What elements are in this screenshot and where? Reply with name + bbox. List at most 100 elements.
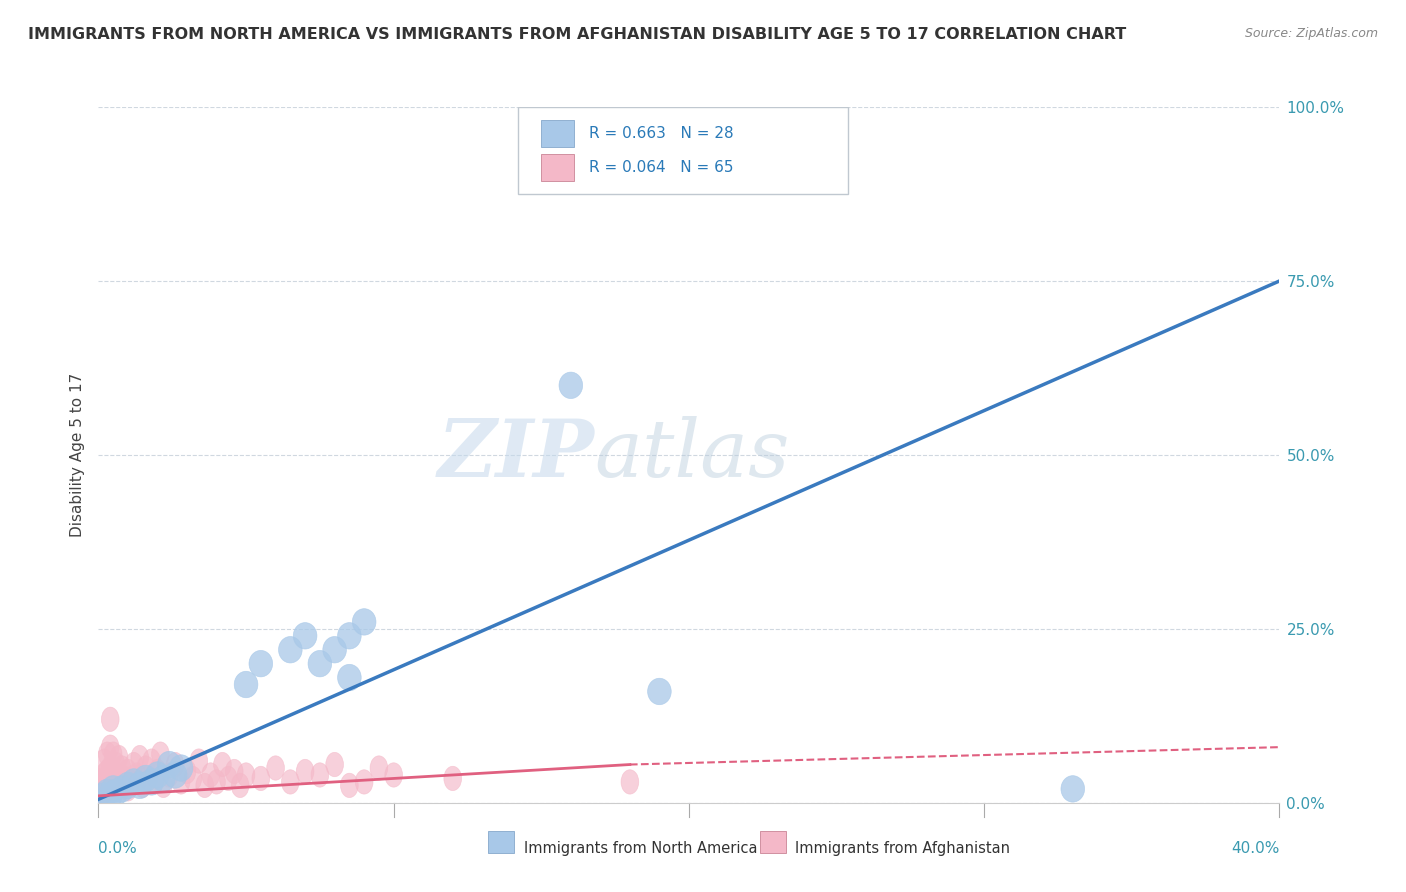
Ellipse shape [252, 766, 270, 790]
Ellipse shape [93, 777, 110, 801]
Ellipse shape [340, 773, 359, 797]
Ellipse shape [267, 756, 284, 780]
Ellipse shape [101, 756, 120, 780]
Ellipse shape [152, 742, 169, 766]
Ellipse shape [104, 777, 122, 801]
Ellipse shape [146, 762, 169, 789]
Ellipse shape [356, 770, 373, 794]
Ellipse shape [120, 759, 136, 784]
Ellipse shape [134, 773, 152, 797]
Ellipse shape [96, 763, 112, 787]
Ellipse shape [184, 766, 202, 790]
Ellipse shape [214, 752, 231, 777]
Ellipse shape [98, 782, 122, 809]
FancyBboxPatch shape [488, 830, 515, 853]
Ellipse shape [139, 766, 157, 790]
Y-axis label: Disability Age 5 to 17: Disability Age 5 to 17 [69, 373, 84, 537]
Ellipse shape [249, 650, 273, 677]
Ellipse shape [107, 770, 125, 794]
Ellipse shape [110, 776, 134, 802]
Ellipse shape [1062, 776, 1084, 802]
Ellipse shape [160, 763, 179, 787]
Text: ZIP: ZIP [437, 417, 595, 493]
Ellipse shape [385, 763, 402, 787]
Ellipse shape [128, 772, 152, 798]
Ellipse shape [353, 608, 375, 635]
Ellipse shape [101, 707, 120, 731]
Ellipse shape [100, 770, 118, 794]
Ellipse shape [326, 752, 343, 777]
Ellipse shape [125, 752, 143, 777]
Ellipse shape [169, 755, 193, 781]
Ellipse shape [238, 763, 254, 787]
Text: Immigrants from North America: Immigrants from North America [523, 841, 756, 856]
Ellipse shape [98, 777, 117, 801]
Ellipse shape [91, 784, 108, 808]
Ellipse shape [97, 766, 115, 790]
Ellipse shape [117, 772, 139, 798]
Ellipse shape [101, 735, 120, 759]
Ellipse shape [117, 766, 134, 790]
Ellipse shape [152, 765, 176, 792]
FancyBboxPatch shape [759, 830, 786, 853]
Ellipse shape [163, 762, 187, 789]
Ellipse shape [337, 623, 361, 649]
Text: atlas: atlas [595, 417, 790, 493]
Ellipse shape [107, 752, 125, 777]
Ellipse shape [120, 777, 136, 801]
Ellipse shape [278, 637, 302, 663]
Ellipse shape [308, 650, 332, 677]
Ellipse shape [323, 637, 346, 663]
Ellipse shape [311, 763, 329, 787]
Ellipse shape [98, 742, 117, 766]
Ellipse shape [131, 746, 149, 770]
Ellipse shape [98, 759, 117, 784]
Ellipse shape [143, 749, 160, 773]
Text: Immigrants from Afghanistan: Immigrants from Afghanistan [796, 841, 1011, 856]
Ellipse shape [110, 763, 128, 787]
Ellipse shape [122, 769, 146, 795]
Ellipse shape [93, 782, 117, 809]
Ellipse shape [179, 759, 195, 784]
Ellipse shape [648, 678, 671, 705]
Text: R = 0.663   N = 28: R = 0.663 N = 28 [589, 126, 733, 141]
Ellipse shape [128, 763, 146, 787]
FancyBboxPatch shape [541, 153, 575, 181]
Ellipse shape [225, 759, 243, 784]
Text: 40.0%: 40.0% [1232, 841, 1279, 856]
Ellipse shape [104, 779, 128, 805]
FancyBboxPatch shape [517, 107, 848, 194]
Ellipse shape [94, 780, 111, 805]
Ellipse shape [190, 749, 208, 773]
Ellipse shape [122, 770, 139, 794]
Ellipse shape [101, 776, 125, 802]
Ellipse shape [337, 665, 361, 690]
Ellipse shape [112, 756, 131, 780]
Ellipse shape [93, 770, 110, 794]
Ellipse shape [146, 770, 163, 794]
Ellipse shape [370, 756, 388, 780]
Ellipse shape [96, 779, 120, 805]
Ellipse shape [235, 672, 257, 698]
Ellipse shape [104, 742, 122, 766]
FancyBboxPatch shape [541, 120, 575, 147]
Ellipse shape [110, 746, 128, 770]
Ellipse shape [195, 773, 214, 797]
Ellipse shape [112, 773, 131, 797]
Ellipse shape [231, 773, 249, 797]
Ellipse shape [208, 770, 225, 794]
Ellipse shape [96, 773, 112, 797]
Ellipse shape [139, 769, 163, 795]
Ellipse shape [104, 763, 122, 787]
Ellipse shape [560, 372, 582, 399]
Ellipse shape [155, 773, 173, 797]
Ellipse shape [96, 749, 112, 773]
Ellipse shape [136, 756, 155, 780]
Ellipse shape [294, 623, 316, 649]
Text: IMMIGRANTS FROM NORTH AMERICA VS IMMIGRANTS FROM AFGHANISTAN DISABILITY AGE 5 TO: IMMIGRANTS FROM NORTH AMERICA VS IMMIGRA… [28, 27, 1126, 42]
Ellipse shape [219, 766, 238, 790]
Text: R = 0.064   N = 65: R = 0.064 N = 65 [589, 160, 733, 175]
Ellipse shape [173, 770, 190, 794]
Ellipse shape [444, 766, 461, 790]
Ellipse shape [134, 765, 157, 792]
